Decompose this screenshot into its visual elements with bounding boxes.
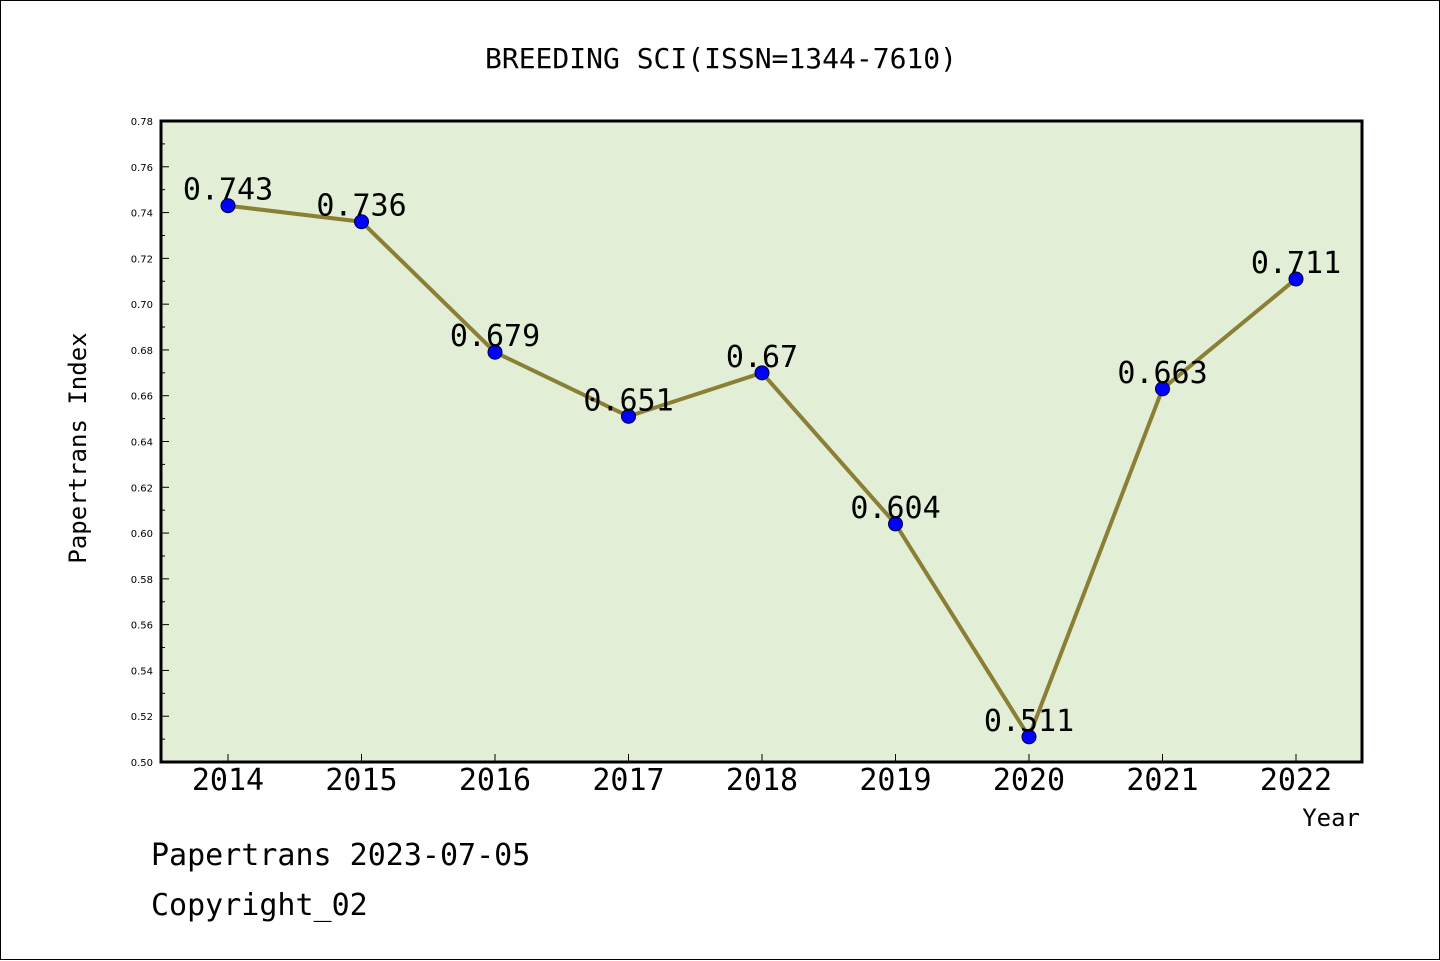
data-label: 0.663: [1117, 356, 1207, 391]
data-point: [888, 516, 903, 532]
data-label: 0.743: [183, 173, 273, 208]
x-tick-label: 2016: [459, 763, 531, 798]
data-label: 0.711: [1251, 246, 1341, 281]
data-label: 0.736: [316, 189, 406, 224]
data-point: [621, 408, 636, 424]
x-tick-label: 2014: [192, 763, 264, 798]
y-axis-label: Papertrans Index: [64, 332, 92, 563]
data-point: [354, 214, 369, 230]
y-tick-label: 0.52: [131, 712, 153, 723]
data-label: 0.67: [726, 340, 798, 375]
x-tick-label: 2019: [859, 763, 931, 798]
x-tick-label: 2015: [325, 763, 397, 798]
data-label: 0.679: [450, 319, 540, 354]
x-tick-label: 2018: [726, 763, 798, 798]
x-axis: 2014 2015 2016 2017 2018 2019 2020 2021 2022: [192, 754, 1332, 798]
y-tick-label: 0.74: [131, 209, 153, 220]
y-tick-label: 0.56: [131, 621, 153, 632]
y-tick-label: 0.60: [131, 529, 153, 540]
data-point: [487, 344, 503, 360]
x-tick-label: 2017: [592, 763, 664, 798]
data-point: [1155, 381, 1170, 397]
x-tick-label: 2020: [993, 763, 1065, 798]
data-label: 0.604: [850, 491, 940, 526]
y-tick-label: 0.66: [131, 392, 153, 403]
x-tick-label: 2022: [1260, 763, 1332, 798]
footer-copyright: Copyright_02: [151, 888, 368, 923]
data-label: 0.651: [583, 383, 673, 418]
x-axis-label: Year: [1302, 804, 1360, 832]
y-tick-label: 0.64: [131, 438, 153, 449]
y-tick-label: 0.72: [131, 254, 153, 265]
y-tick-label: 0.76: [131, 163, 153, 174]
data-label-group: 0.743 0.736 0.679 0.651 0.67 0.604 0.511 0.663 0…: [183, 173, 1341, 739]
data-point: [754, 365, 770, 381]
data-point: [220, 198, 236, 214]
chart-title: BREEDING SCI(ISSN=1344-7610): [485, 42, 957, 75]
y-tick-label: 0.54: [131, 666, 153, 677]
y-tick-label: 0.70: [131, 300, 153, 311]
plot-frame: [159, 119, 1364, 764]
data-point-group: [220, 198, 1304, 745]
y-tick-label: 0.62: [131, 483, 153, 494]
x-tick-label: 2021: [1126, 763, 1198, 798]
data-label: 0.511: [984, 704, 1074, 739]
data-point: [1021, 729, 1037, 745]
y-tick-label: 0.68: [131, 346, 153, 357]
data-point: [1288, 271, 1304, 287]
y-tick-label: 0.58: [131, 575, 153, 586]
y-tick-label: 0.78: [131, 117, 153, 128]
footer-date: Papertrans 2023-07-05: [151, 838, 530, 873]
y-tick-label: 0.50: [131, 758, 153, 769]
